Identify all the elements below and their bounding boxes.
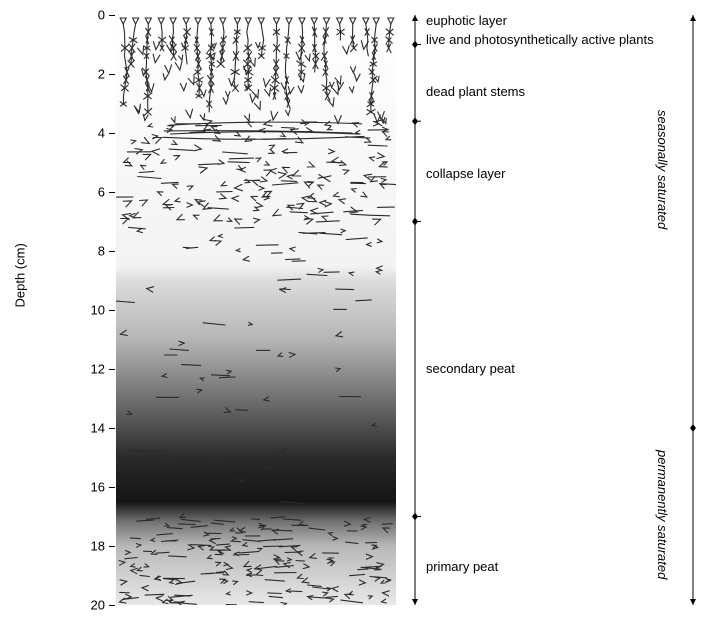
layer-label: dead plant stems — [426, 84, 525, 99]
layer-label: primary peat — [426, 559, 498, 574]
saturation-rail — [690, 15, 698, 605]
layer-labels: euphotic layer live and photosyntheticall… — [426, 15, 656, 605]
y-tick — [109, 15, 115, 16]
y-tick-label: 2 — [98, 67, 105, 82]
y-tick-label: 20 — [91, 598, 105, 613]
y-axis: 02468101214161820 — [85, 15, 115, 605]
y-tick — [109, 310, 115, 311]
y-tick-label: 6 — [98, 185, 105, 200]
layer-label: secondary peat — [426, 361, 515, 376]
y-tick — [109, 546, 115, 547]
y-tick-label: 16 — [91, 480, 105, 495]
y-tick — [109, 487, 115, 488]
y-tick — [109, 251, 115, 252]
y-axis-label: Depth (cm) — [13, 243, 28, 307]
layer-label: euphotic layer — [426, 13, 507, 28]
saturation-label: permanently saturated — [655, 450, 670, 579]
y-tick-label: 4 — [98, 126, 105, 141]
y-tick-label: 14 — [91, 421, 105, 436]
y-tick — [109, 74, 115, 75]
y-tick-label: 10 — [91, 303, 105, 318]
y-tick-label: 18 — [91, 539, 105, 554]
y-tick-label: 0 — [98, 8, 105, 23]
y-tick — [109, 428, 115, 429]
layer-label: live and photosynthetically active plant… — [426, 32, 654, 47]
peat-profile-plot — [116, 15, 396, 605]
saturation-label: seasonally saturated — [655, 110, 670, 229]
y-tick — [109, 133, 115, 134]
y-tick-label: 12 — [91, 362, 105, 377]
y-tick — [109, 605, 115, 606]
layer-label: collapse layer — [426, 166, 506, 181]
y-tick — [109, 369, 115, 370]
layer-brackets — [408, 15, 422, 605]
y-tick — [109, 192, 115, 193]
saturation-labels: seasonally saturatedpermanently saturate… — [670, 15, 690, 605]
y-tick-label: 8 — [98, 244, 105, 259]
